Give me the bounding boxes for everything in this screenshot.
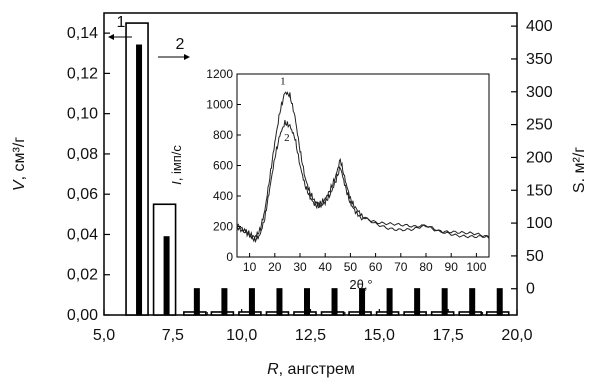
left-y-tick-label: 0,04 [67, 226, 98, 243]
main-left-y-axis-title: V, см³/г [11, 137, 28, 191]
inset-series [236, 91, 490, 244]
left-y-tick-label: 0,02 [67, 267, 98, 284]
inset-x-tick-label: 40 [319, 260, 333, 274]
right-y-tick-label: 50 [526, 248, 544, 265]
bar-series-1 [276, 288, 283, 315]
inset-x-tick-label: 50 [344, 260, 358, 274]
left-y-axis-symbol: V [11, 179, 28, 191]
inset-x-tick-label: 90 [445, 260, 459, 274]
left-y-tick-label: 0,14 [67, 25, 98, 42]
x-tick-label: 15,0 [364, 327, 395, 344]
inset-y-axis-unit: , імп/с [169, 145, 184, 182]
inset-x-axis-title: 2θ,° [349, 277, 372, 292]
right-y-tick-label: 400 [526, 18, 553, 35]
bar-series-1 [441, 288, 448, 315]
annotation-2-arrowhead [184, 54, 190, 60]
left-y-tick-label: 0,08 [67, 146, 98, 163]
inset-plot-frame [236, 73, 490, 258]
annotation-2: 2 [158, 36, 190, 60]
inset-x-axis: 10 20 30 40 50 60 70 80 90 100 [243, 253, 487, 274]
inset-curve-label: 2 [284, 132, 290, 144]
inset-curve-label: 1 [280, 75, 286, 87]
bar-series-1 [136, 44, 143, 316]
left-y-tick-label: 0,06 [67, 186, 98, 203]
inset-y-tick-label: 1000 [206, 98, 233, 112]
main-bars [125, 22, 510, 316]
inset-x-tick-label: 70 [394, 260, 408, 274]
bar-series-1 [193, 288, 200, 315]
right-y-tick-label: 100 [526, 215, 553, 232]
x-axis-symbol: R [267, 361, 279, 378]
inset-y-axis: 0 200 400 600 800 1000 1200 [206, 67, 241, 264]
bar-series-1 [386, 288, 393, 315]
right-y-tick-label: 300 [526, 84, 553, 101]
bar-series-1 [414, 288, 421, 315]
x-tick-label: 7,5 [162, 327, 184, 344]
x-tick-label: 10,0 [226, 327, 257, 344]
annotation-2-label: 2 [176, 36, 185, 53]
main-x-axis-title: R, ангстрем [267, 361, 355, 378]
inset-x-tick-label: 80 [419, 260, 433, 274]
bar-series-1 [496, 288, 503, 315]
bar-series-1 [331, 288, 338, 315]
x-tick-label: 20,0 [501, 327, 532, 344]
annotation-1-arrowhead [108, 34, 114, 40]
right-y-tick-label: 150 [526, 182, 553, 199]
right-y-tick-label: 350 [526, 51, 553, 68]
inset-y-tick-label: 200 [213, 220, 233, 234]
inset-y-tick-label: 1200 [206, 67, 233, 81]
inset-x-tick-label: 30 [293, 260, 307, 274]
bar-series-1 [359, 288, 366, 315]
right-y-tick-label: 250 [526, 117, 553, 134]
main-plot-area: 5,0 7,5 10,0 12,5 15,0 17,5 20,0 0,000,020,040… [67, 12, 553, 344]
inset-y-axis-symbol: I [169, 181, 184, 185]
inset-y-tick-label: 600 [213, 159, 233, 173]
annotation-1: 1 [108, 14, 132, 40]
x-tick-label: 5,0 [93, 327, 115, 344]
inset-line-series-2 [236, 120, 490, 244]
inset-y-tick-label: 800 [213, 128, 233, 142]
left-y-axis-unit: , см³/г [11, 137, 28, 181]
inset-x-tick-label: 10 [243, 260, 257, 274]
bar-series-1 [163, 236, 170, 315]
bar-series-1 [469, 288, 476, 315]
main-right-y-axis-title: S. м²/г [571, 147, 588, 193]
right-y-tick-label: 200 [526, 149, 553, 166]
x-tick-label: 12,5 [295, 327, 326, 344]
inset-curve-labels: 12 [280, 75, 290, 144]
inset-x-tick-label: 20 [268, 260, 282, 274]
inset-y-tick-label: 0 [226, 250, 233, 264]
inset-x-tick-label: 60 [369, 260, 383, 274]
inset-x-tick-label: 100 [466, 260, 486, 274]
main-right-y-axis: 0 50 100 150 200 250 300 350 400 [511, 18, 553, 298]
annotation-1-label: 1 [117, 14, 126, 31]
left-y-tick-label: 0,10 [67, 106, 98, 123]
right-y-tick-label: 0 [526, 281, 535, 298]
bar-series-1 [221, 288, 228, 315]
inset-y-tick-label: 400 [213, 189, 233, 203]
main-left-y-axis: 0,00 0,02 0,04 0,06 0,08 0,10 0,12 0,14 [67, 25, 110, 324]
x-axis-unit: , ангстрем [279, 361, 355, 378]
left-y-tick-label: 0,12 [67, 65, 98, 82]
bar-series-1 [303, 288, 310, 315]
left-y-tick-label: 0,00 [67, 307, 98, 324]
inset-y-axis-title: I, імп/с [169, 145, 184, 185]
x-tick-label: 17,5 [433, 327, 464, 344]
bar-series-1 [248, 288, 255, 315]
inset-plot-area: 10 20 30 40 50 60 70 80 90 100 0 200 400 600 800 1000 1… [206, 67, 490, 274]
